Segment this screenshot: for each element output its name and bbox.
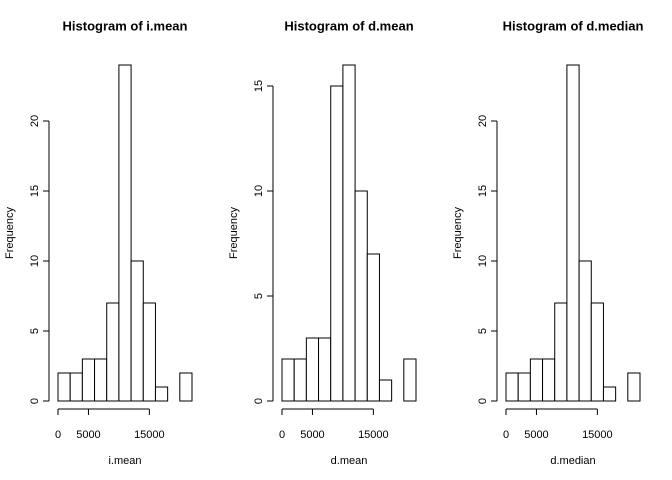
bar: [118, 64, 132, 402]
x-axis-label: i.mean: [108, 455, 141, 467]
y-tick-label: 0: [29, 398, 41, 404]
bar: [602, 386, 617, 402]
bar: [81, 358, 96, 402]
x-tick-label: 15000: [582, 429, 613, 441]
bar: [517, 372, 531, 402]
bar: [69, 372, 83, 402]
x-tick-label: 0: [55, 429, 61, 441]
y-tick-label: 0: [253, 398, 265, 404]
bar: [106, 302, 120, 402]
y-tick-label: 0: [477, 398, 489, 404]
x-tick-label: 0: [503, 429, 509, 441]
y-tick-label: 10: [253, 185, 265, 197]
bar: [505, 372, 519, 402]
y-tick-label: 15: [477, 185, 489, 197]
bar: [366, 253, 380, 402]
chart-title: Histogram of i.mean: [63, 18, 188, 33]
bar: [578, 260, 592, 402]
y-tick-label: 10: [477, 255, 489, 267]
y-tick-label: 5: [253, 293, 265, 299]
y-tick-label: 15: [253, 80, 265, 92]
x-axis-label: d.mean: [331, 455, 368, 467]
bar: [542, 358, 556, 402]
bar: [57, 372, 71, 402]
bar: [142, 302, 156, 402]
x-tick-label: 5000: [300, 429, 324, 441]
y-tick-label: 20: [477, 115, 489, 127]
bar: [94, 358, 108, 402]
bar: [378, 379, 393, 402]
x-axis-label: d.median: [550, 455, 595, 467]
y-axis-label: Frequency: [4, 207, 16, 259]
y-axis-label: Frequency: [228, 207, 240, 259]
bar: [130, 260, 144, 402]
x-tick-label: 5000: [524, 429, 548, 441]
x-tick-label: 5000: [76, 429, 100, 441]
y-tick-label: 5: [477, 328, 489, 334]
bar: [403, 358, 417, 402]
y-tick-label: 5: [29, 328, 41, 334]
bar: [330, 85, 344, 402]
bar: [179, 372, 193, 402]
bar: [554, 302, 568, 402]
x-tick-label: 15000: [358, 429, 389, 441]
bar: [293, 358, 307, 402]
bar: [566, 64, 580, 402]
y-tick-label: 10: [29, 255, 41, 267]
y-axis-label: Frequency: [452, 207, 464, 259]
bar: [342, 64, 356, 402]
bar: [354, 190, 368, 402]
x-tick-label: 0: [279, 429, 285, 441]
y-tick-label: 20: [29, 115, 41, 127]
chart-title: Histogram of d.mean: [284, 18, 413, 33]
bar: [590, 302, 604, 402]
bar: [154, 386, 169, 402]
bar: [281, 358, 295, 402]
bar: [627, 372, 641, 402]
bar: [318, 337, 332, 402]
chart-title: Histogram of d.median: [503, 18, 644, 33]
y-tick-label: 15: [29, 185, 41, 197]
bar: [529, 358, 544, 402]
x-tick-label: 15000: [134, 429, 165, 441]
bar: [305, 337, 320, 402]
